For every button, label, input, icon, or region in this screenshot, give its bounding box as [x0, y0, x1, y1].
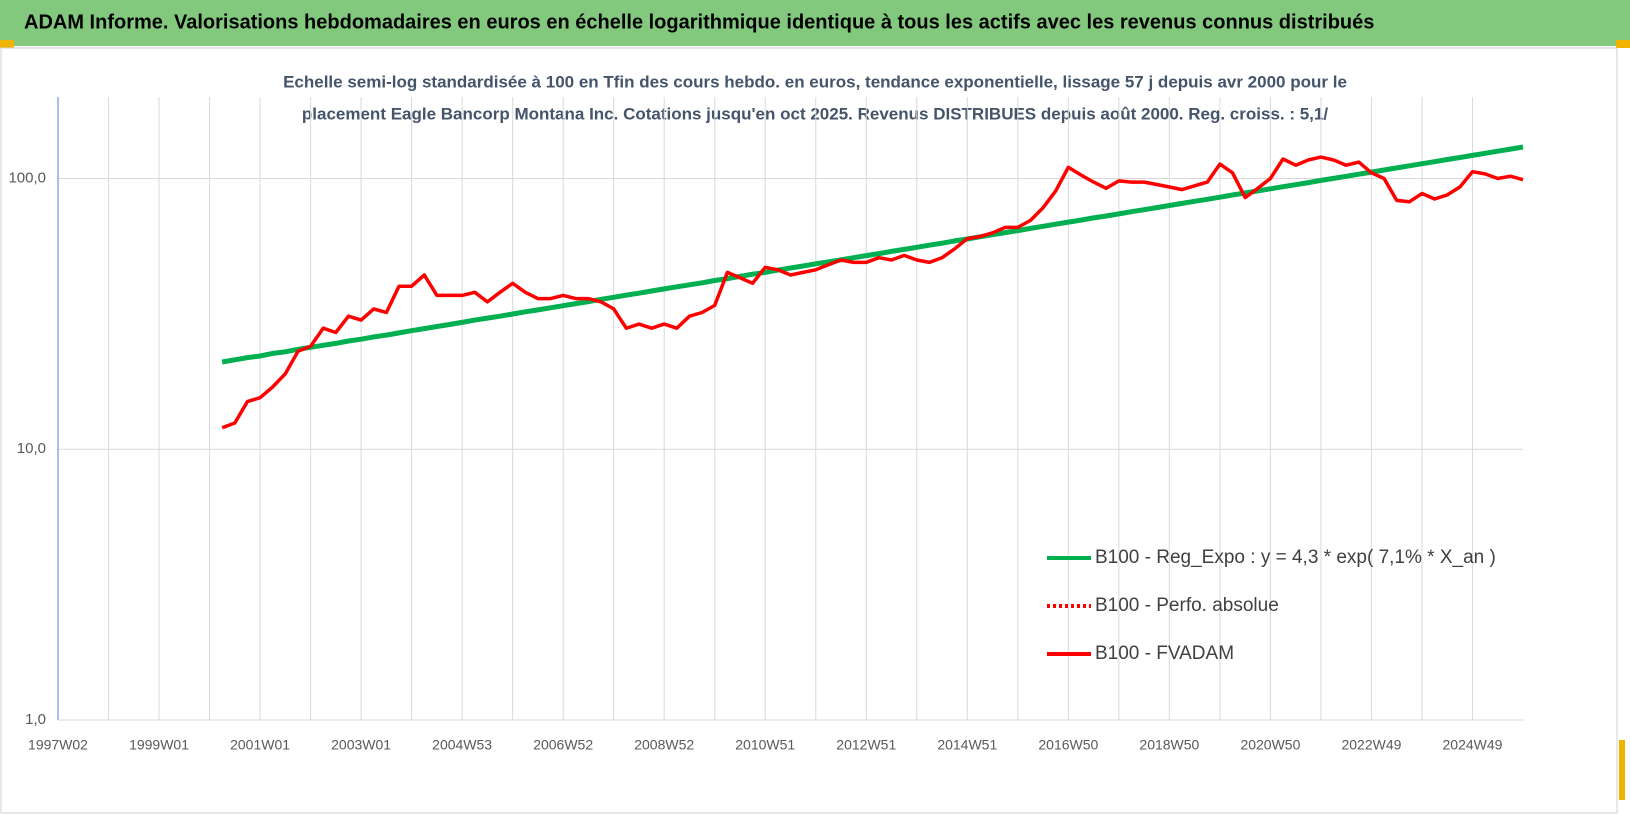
x-tick-label: 2014W51	[937, 737, 997, 753]
x-tick-label: 2016W50	[1038, 737, 1098, 753]
x-tick-label: 2008W52	[634, 737, 694, 753]
x-tick-label: 2004W53	[432, 737, 492, 753]
chart-frame	[0, 47, 1618, 814]
legend-label: B100 - Reg_Expo : y = 4,3 * exp( 7,1% * …	[1095, 547, 1496, 568]
chart-title: placement Eagle Bancorp Montana Inc. Cot…	[302, 104, 1328, 123]
y-tick-label: 10,0	[17, 440, 46, 457]
x-tick-label: 2022W49	[1341, 737, 1401, 753]
x-tick-label: 2010W51	[735, 737, 795, 753]
series-line	[221, 144, 1524, 365]
x-tick-label: 1997W02	[28, 737, 88, 753]
x-tick-label: 2020W50	[1240, 737, 1300, 753]
y-tick-label: 1,0	[25, 711, 46, 728]
x-tick-label: 2001W01	[230, 737, 290, 753]
series-line	[221, 155, 1524, 430]
legend-label: B100 - FVADAM	[1095, 643, 1234, 664]
x-tick-label: 2003W01	[331, 737, 391, 753]
x-tick-label: 2012W51	[836, 737, 896, 753]
x-tick-label: 2018W50	[1139, 737, 1199, 753]
y-tick-label: 100,0	[8, 169, 46, 186]
chart-title: Echelle semi-log standardisée à 100 en T…	[283, 72, 1347, 91]
corner-mark	[0, 40, 14, 48]
x-tick-label: 1999W01	[129, 737, 189, 753]
page-title: ADAM Informe. Valorisations hebdomadaire…	[24, 11, 1374, 33]
header-bar	[0, 0, 1630, 46]
corner-mark	[1616, 40, 1630, 48]
legend-label: B100 - Perfo. absolue	[1095, 595, 1279, 616]
x-tick-label: 2006W52	[533, 737, 593, 753]
x-tick-label: 2024W49	[1443, 737, 1503, 753]
corner-mark	[1619, 740, 1625, 800]
